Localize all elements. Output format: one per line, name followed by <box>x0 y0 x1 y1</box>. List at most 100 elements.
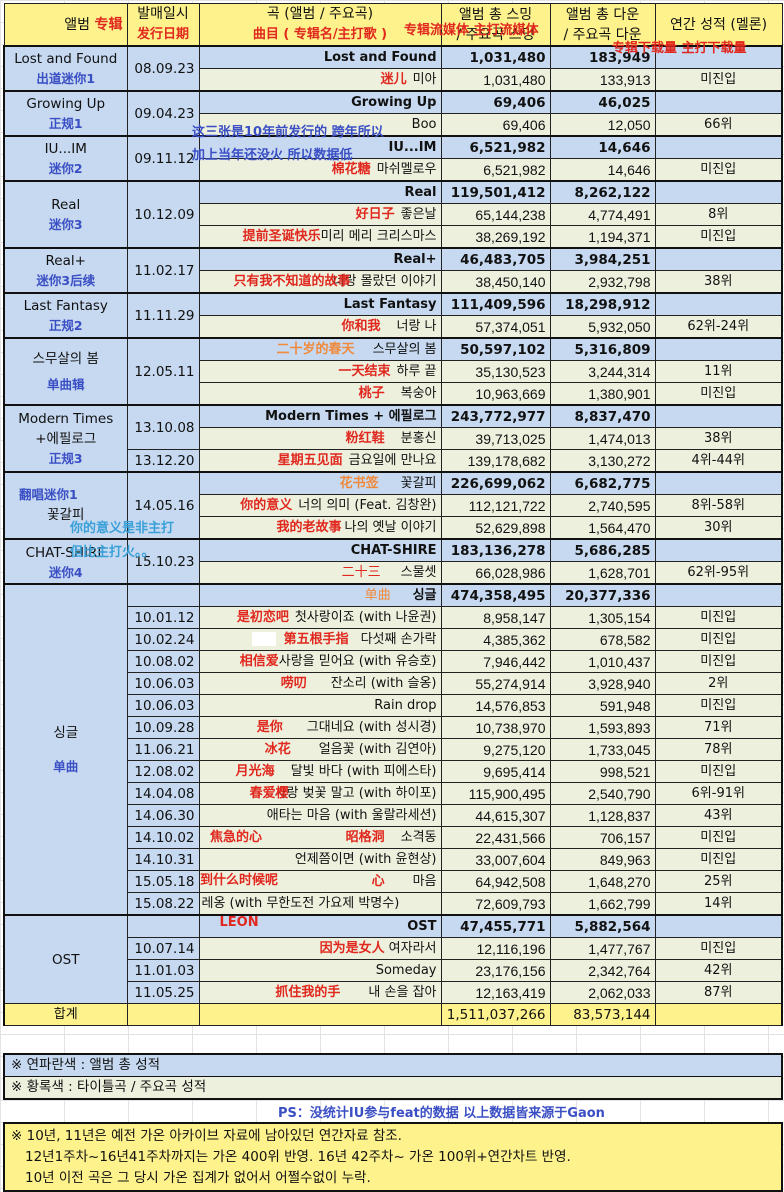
track-downloads: 1,305,154 <box>549 606 656 629</box>
track-rank: 78위 <box>654 738 783 761</box>
track-title: 你的意义 너의 의미 (Feat. 김창완) <box>198 494 442 517</box>
track-title: 冰花 얼음꽃 (with 김연아) <box>198 738 442 761</box>
track-streams: 65,144,238 <box>440 203 551 226</box>
release-date: 11.05.25 <box>126 981 200 1004</box>
track-downloads: 2,932,798 <box>549 270 656 294</box>
track-title: 月光海 달빛 바다 (with 피에스타) <box>198 760 442 783</box>
track-downloads: 2,540,790 <box>549 782 656 805</box>
annotation-note: 但比主打火。。 <box>70 545 155 560</box>
track-downloads: 2,342,764 <box>549 959 656 982</box>
track-title: 好日子 좋은날 <box>198 203 442 226</box>
track-row: 你的意义 너의 의미 (Feat. 김창완) 112,121,722 2,740,… <box>4 494 783 517</box>
track-title: 因为是女人 여자라서 <box>198 937 442 960</box>
track-row: 11.01.03 Someday 23,176,156 2,342,764 42위 <box>4 959 783 982</box>
track-title: 桃子 복숭아 <box>198 382 442 406</box>
header-streaming: 앨범 총 스밍 / 주요곡 스밍 <box>440 3 551 47</box>
track-title: Rain drop <box>198 694 442 717</box>
album-streams: 111,409,596 <box>440 292 551 316</box>
annotation-cn-title: 焦急的心 <box>210 830 263 845</box>
track-rank: 14위 <box>654 892 783 916</box>
track-downloads: 5,932,050 <box>549 315 656 339</box>
header-album: 앨범 专辑 <box>3 3 128 47</box>
track-streams: 139,178,682 <box>440 449 551 473</box>
track-rank: 미진입 <box>654 694 783 717</box>
track-row: 10.09.28 是你 그대네요 (with 성시경) 10,738,970 1,593… <box>4 716 783 739</box>
album-streams: 119,501,412 <box>440 180 551 204</box>
release-date: 12.08.02 <box>126 760 200 783</box>
track-rank: 4위-44위 <box>654 449 783 473</box>
album-title: 二十岁的春天 스무살의 봄 <box>198 337 442 361</box>
album-downloads: 3,984,251 <box>549 247 656 271</box>
track-downloads: 1,648,270 <box>549 870 656 893</box>
release-date: 11.01.03 <box>126 959 200 982</box>
track-rank: 미진입 <box>654 606 783 629</box>
release-date-empty <box>126 583 200 607</box>
album-title: Last Fantasy <box>198 292 442 316</box>
track-downloads: 678,582 <box>549 628 656 651</box>
track-row: 11.06.21 冰花 얼음꽃 (with 김연아) 9,275,120 1,733,0… <box>4 738 783 761</box>
track-downloads: 1,474,013 <box>549 427 656 450</box>
track-rank: 미진입 <box>654 937 783 960</box>
sum-row: 합계 1,511,037,266 83,573,144 <box>3 1003 783 1026</box>
release-date: 12.05.11 <box>126 337 200 406</box>
header-song: 곡 (앨범 / 주요곡) 曲目 ( 专辑名/主打歌 ) <box>198 3 442 47</box>
track-row: 13.12.20 星期五见面 금요일에 만나요 139,178,682 3,130… <box>4 449 783 473</box>
track-streams: 23,176,156 <box>440 959 551 982</box>
rank-empty <box>654 471 783 495</box>
album-total-row: Real 迷你3 10.12.09 Real 119,501,412 8,262,… <box>3 180 783 249</box>
track-streams: 38,450,140 <box>440 270 551 294</box>
track-streams: 66,028,986 <box>440 561 551 585</box>
track-rank: 미진입 <box>654 68 783 92</box>
ost-title: LEON OST <box>198 914 442 938</box>
release-date: 13.12.20 <box>126 449 200 473</box>
track-rank: 71위 <box>654 716 783 739</box>
track-downloads: 4,774,491 <box>549 203 656 226</box>
album-downloads: 14,646 <box>549 135 656 159</box>
sum-label: 합계 <box>3 1003 128 1026</box>
album-name-cell: 스무살의 봄 单曲辑 <box>3 337 128 406</box>
track-streams: 9,275,120 <box>440 738 551 761</box>
color-legend: ※ 연파란색 : 앨범 총 성적 ※ 황록색 : 타이틀곡 / 주요곡 성적 <box>3 1053 783 1100</box>
release-date: 14.06.30 <box>126 804 200 827</box>
track-title: 是你 그대네요 (with 성시경) <box>198 716 442 739</box>
header-download: 앨범 총 다운 / 주요곡 다운 <box>549 3 656 47</box>
album-downloads: 5,316,809 <box>549 337 656 361</box>
track-streams: 12,116,196 <box>440 937 551 960</box>
album-total-row: 翻唱迷你1 꽃갈피 14.05.16 花书签 꽃갈피 226,699,062 6,6… <box>3 471 783 540</box>
album-streams: 243,772,977 <box>440 404 551 428</box>
ps-note: PS：没统计IU参与feat的数据 以上数据皆来源于Gaon <box>278 1106 605 1121</box>
track-row: 10.02.24 第五根手指 다섯째 손가락 4,385,362 678,582 미진입 <box>4 628 783 651</box>
album-downloads: 8,262,122 <box>549 180 656 204</box>
track-downloads: 133,913 <box>549 68 656 92</box>
track-title: 唠叨 잔소리 (with 슬옹) <box>198 672 442 695</box>
album-name-cell: Real+ 迷你3后续 <box>3 247 128 294</box>
album-downloads: 183,949 <box>549 45 656 69</box>
ost-total-row: OST LEON OST 47,455,771 5,882,564 <box>3 914 783 1004</box>
singles-name-cell: 싱글 单曲 <box>3 583 128 916</box>
track-row: 我的老故事 나의 옛날 이야기 52,629,898 1,564,470 30위 <box>4 516 783 540</box>
track-title: 春爱樱사랑 벚꽃 말고 (with 하이포) <box>198 782 442 805</box>
track-rank: 8위-58위 <box>654 494 783 517</box>
release-date: 10.06.03 <box>126 672 200 695</box>
track-downloads: 1,194,371 <box>549 225 656 249</box>
track-row: 15.05.18 心 마음 64,942,508 1,648,270 25위 <box>4 870 783 893</box>
album-name-cell: Real 迷你3 <box>3 180 128 249</box>
album-title: Lost and Found <box>198 45 442 69</box>
track-title: 二十三 스물셋 <box>198 561 442 585</box>
release-date: 09.04.23 <box>126 90 200 137</box>
ost-downloads: 5,882,564 <box>549 914 656 938</box>
album-total-row: CHAT-SHIRE 迷你4 15.10.23 CHAT-SHIRE 183,13… <box>3 538 783 585</box>
album-total-row: 스무살의 봄 单曲辑 12.05.11 二十岁的春天 스무살의 봄 50,597,1… <box>3 337 783 406</box>
track-streams: 44,615,307 <box>440 804 551 827</box>
album-downloads: 8,837,470 <box>549 404 656 428</box>
ost-name-cell: OST <box>3 914 128 1004</box>
release-date-empty <box>126 914 200 938</box>
legend-green: ※ 황록색 : 타이틀곡 / 주요곡 성적 <box>5 1077 781 1098</box>
album-title: 花书签 꽃갈피 <box>198 471 442 495</box>
rank-empty <box>654 247 783 271</box>
release-date: 15.08.22 <box>126 892 200 916</box>
album-total-row: Modern Times +에필로그 正规3 13.10.08 Modern Tim… <box>3 404 783 473</box>
release-date: 11.02.17 <box>126 247 200 294</box>
track-downloads: 1,380,901 <box>549 382 656 406</box>
album-streams: 1,031,480 <box>440 45 551 69</box>
